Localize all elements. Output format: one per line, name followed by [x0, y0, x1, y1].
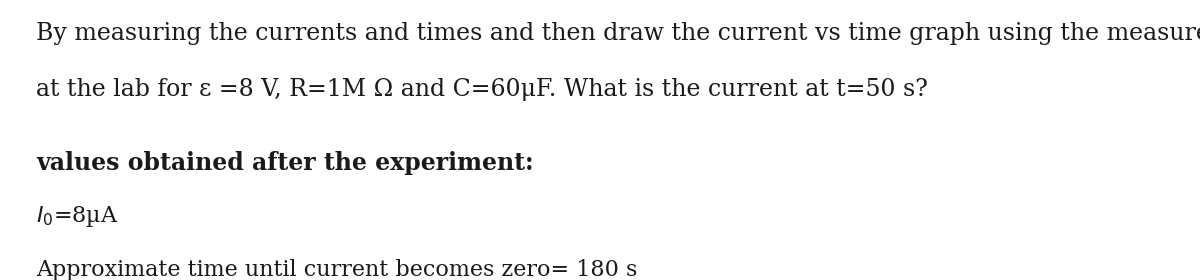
- Text: values obtained after the experiment:: values obtained after the experiment:: [36, 151, 534, 175]
- Text: By measuring the currents and times and then draw the current vs time graph usin: By measuring the currents and times and …: [36, 22, 1200, 45]
- Text: Approximate time until current becomes zero= 180 s: Approximate time until current becomes z…: [36, 259, 637, 280]
- Text: $\mathit{I}_0$=8µA: $\mathit{I}_0$=8µA: [36, 204, 119, 229]
- Text: at the lab for ε =8 V, R=1M Ω and C=60μF. What is the current at t=50 s?: at the lab for ε =8 V, R=1M Ω and C=60μF…: [36, 78, 928, 101]
